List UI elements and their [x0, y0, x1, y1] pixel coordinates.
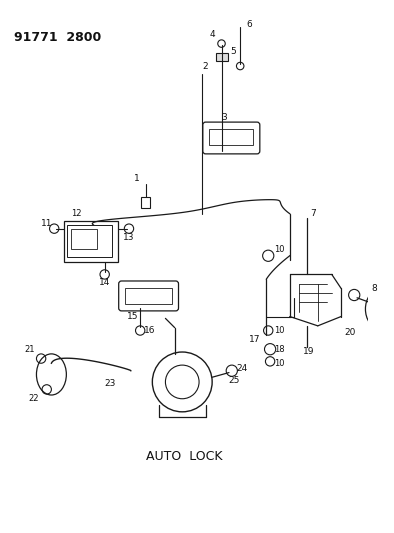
Text: 18: 18 [274, 345, 285, 354]
Text: 3: 3 [221, 113, 227, 122]
Bar [141, 197, 151, 208]
Text: 22: 22 [28, 394, 39, 403]
Text: 20: 20 [344, 328, 355, 337]
Text: 2: 2 [203, 62, 208, 71]
Text: 1: 1 [134, 174, 139, 183]
Text: 24: 24 [236, 365, 248, 373]
Text: 12: 12 [71, 209, 82, 218]
Text: 10: 10 [274, 359, 285, 368]
Bar [63, 221, 118, 262]
Text: 11: 11 [41, 220, 52, 229]
Text: AUTO  LOCK: AUTO LOCK [146, 450, 222, 463]
Bar [216, 53, 228, 61]
Text: 15: 15 [127, 312, 138, 321]
Bar [67, 225, 112, 257]
Bar [125, 287, 172, 304]
Text: 21: 21 [25, 345, 35, 354]
Text: 23: 23 [104, 379, 116, 389]
Text: 5: 5 [230, 46, 236, 55]
Text: 10: 10 [274, 326, 285, 335]
Text: 7: 7 [310, 209, 316, 218]
Text: 91771  2800: 91771 2800 [14, 30, 101, 44]
Text: 6: 6 [247, 20, 253, 29]
Text: 13: 13 [123, 233, 135, 243]
Text: 17: 17 [249, 335, 261, 344]
Text: 4: 4 [209, 30, 215, 39]
Text: 16: 16 [144, 326, 155, 335]
Text: 10: 10 [274, 245, 285, 254]
Text: 19: 19 [303, 346, 314, 356]
Bar [71, 229, 97, 249]
Text: 25: 25 [228, 376, 239, 384]
Bar [209, 128, 253, 146]
Text: 14: 14 [99, 278, 110, 287]
Text: 8: 8 [371, 284, 377, 293]
